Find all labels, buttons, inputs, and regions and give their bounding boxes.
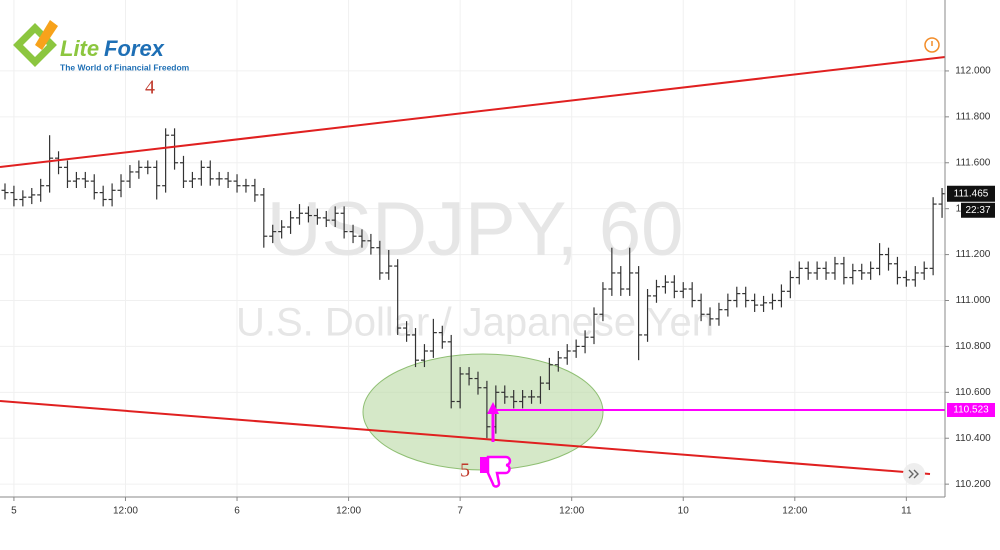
- scroll-button[interactable]: [903, 463, 925, 485]
- logo-mark: [13, 23, 57, 67]
- logo-mark: [35, 20, 58, 50]
- x-tick-label: 12:00: [336, 506, 361, 517]
- timer-label: 22:37: [965, 205, 990, 216]
- last-price-box: [947, 185, 995, 202]
- annotation: 4: [145, 77, 155, 99]
- scroll-icon: [908, 469, 919, 479]
- last-price-label: 111.465: [954, 188, 989, 199]
- thumbs-down-icon: [480, 455, 512, 488]
- x-tick-label: 12:00: [782, 506, 807, 517]
- x-tick-label: 10: [678, 506, 690, 517]
- y-tick-label: 111.600: [956, 157, 991, 168]
- arrow-head: [487, 402, 499, 414]
- annotation: 5: [460, 460, 470, 482]
- alert-icon[interactable]: [924, 37, 940, 53]
- watermark-title: USDJPY, 60: [267, 187, 684, 272]
- y-tick-label: 110.200: [955, 479, 991, 490]
- x-tick-label: 7: [457, 506, 463, 517]
- y-tick-label: 112.000: [955, 66, 991, 77]
- x-tick-label: 6: [234, 506, 240, 517]
- x-tick-label: 5: [11, 506, 17, 517]
- logo-text: Forex: [104, 36, 165, 61]
- logo-text: Lite: [60, 36, 99, 61]
- y-tick-label: 111.800: [956, 111, 991, 122]
- x-tick-label: 12:00: [559, 506, 584, 517]
- level-label: 110.523: [953, 405, 989, 416]
- highlight-ellipse: [362, 353, 604, 471]
- y-tick-label: 111.000: [956, 295, 991, 306]
- watermark-subtitle: U.S. Dollar / Japanese Yen: [236, 301, 714, 345]
- grid: [0, 0, 945, 497]
- y-tick-label: 111.200: [956, 249, 991, 260]
- x-tick-label: 12:00: [113, 506, 138, 517]
- level-label-box: [947, 402, 995, 417]
- trend-line: [0, 400, 931, 475]
- y-tick-label: 110.400: [955, 433, 991, 444]
- timer-box: [961, 202, 995, 218]
- x-tick-label: 11: [901, 506, 912, 517]
- y-tick-label: 110.800: [955, 341, 991, 352]
- axes: 112.000111.800111.600111.400111.200111.0…: [11, 66, 995, 517]
- bars: [1, 128, 946, 439]
- y-tick-label: 110.600: [955, 387, 991, 398]
- logo-tagline: The World of Financial Freedom: [60, 62, 190, 72]
- trend-line: [0, 56, 946, 168]
- logo: Lite Forex The World of Financial Freedo…: [13, 20, 190, 72]
